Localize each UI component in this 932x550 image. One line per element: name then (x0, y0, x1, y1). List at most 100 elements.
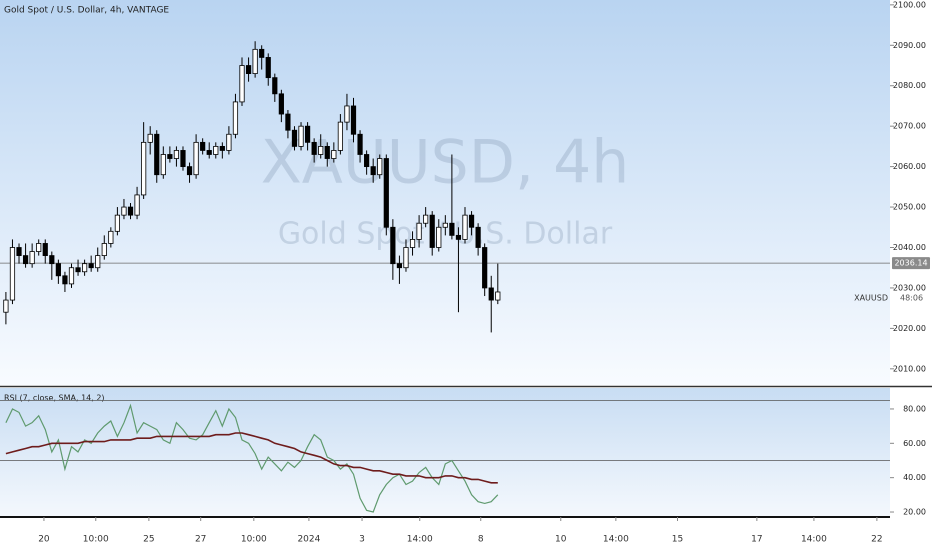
candle-body (9, 247, 16, 301)
candle-body (304, 125, 311, 143)
candle-body (291, 129, 298, 147)
candle-body (232, 101, 239, 135)
candle-body (449, 222, 455, 236)
candle-body (455, 234, 462, 240)
candle-body (95, 255, 101, 269)
candle-body (298, 125, 304, 147)
candle-body (324, 145, 330, 159)
x-tick-label: 27 (195, 535, 206, 545)
candle-body (160, 154, 166, 176)
candle-body (36, 243, 42, 252)
y-tick-label: 2080.00 (893, 81, 926, 90)
candle-body (429, 214, 435, 248)
y-tick-label: 2100.00 (893, 0, 926, 9)
candle-body (173, 150, 180, 159)
x-tick-label: 14:00 (801, 535, 827, 545)
indicator-title: RSI (7, close, SMA, 14, 2) (4, 394, 105, 403)
candle-body (186, 166, 193, 176)
candle-body (462, 214, 468, 240)
candle-body (22, 255, 29, 265)
last-price-badge (892, 257, 930, 270)
x-tick-label: 3 (359, 535, 365, 545)
candle-body (409, 239, 416, 248)
x-tick-label: 10:00 (241, 535, 267, 545)
candle-body (423, 214, 429, 224)
candle-body (42, 243, 48, 256)
candle-body (68, 267, 75, 285)
candle-body (219, 145, 225, 151)
candle-body (180, 150, 186, 168)
candle-body (206, 150, 212, 155)
candle-body (475, 226, 481, 248)
candle-body (101, 243, 107, 256)
x-tick-label: 2024 (297, 535, 320, 545)
candle-body (127, 206, 134, 216)
x-tick-label: 25 (143, 535, 154, 545)
price-pane (0, 0, 890, 385)
candle-body (49, 255, 55, 265)
candle-body (154, 133, 160, 176)
x-tick-label: 20 (38, 535, 50, 545)
x-tick-label: 14:00 (603, 535, 629, 545)
candle-body (213, 145, 219, 155)
candle-body (331, 150, 337, 159)
candle-body (134, 194, 140, 216)
y-tick-label: 20.00 (903, 508, 926, 517)
candle-body (495, 291, 501, 301)
candle-body (436, 226, 442, 248)
y-tick-label: 2050.00 (893, 203, 926, 212)
candle-body (337, 121, 343, 151)
candle-body (318, 145, 324, 155)
y-tick-label: 2010.00 (893, 364, 926, 373)
candle-body (121, 206, 127, 216)
rsi-pane (0, 388, 890, 517)
candle-body (468, 214, 475, 228)
candle-body (245, 65, 252, 75)
y-tick-label: 2030.00 (893, 283, 926, 292)
candle-body (82, 263, 88, 273)
candle-body (488, 287, 494, 301)
candle-body (141, 141, 147, 196)
symbol-label: XAUUSD (854, 294, 888, 303)
y-tick-label: 2020.00 (893, 324, 926, 333)
candle-body (344, 105, 350, 123)
candle-body (390, 226, 396, 265)
candle-body (16, 247, 22, 256)
candle-body (357, 133, 363, 155)
countdown-label: 48:06 (900, 294, 923, 303)
y-tick-label: 80.00 (903, 404, 926, 413)
candle-body (239, 65, 245, 103)
last-price-label: 2036.14 (894, 259, 927, 268)
y-tick-label: 2040.00 (893, 243, 926, 252)
watermark: XAUUSD, 4h (261, 128, 630, 198)
x-tick-label: 22 (871, 535, 882, 545)
y-tick-label: 2070.00 (893, 122, 926, 131)
candle-body (88, 263, 94, 269)
candle-body (482, 247, 488, 289)
y-tick-label: 40.00 (903, 473, 926, 482)
x-tick-label: 10 (555, 535, 567, 545)
candle-body (272, 77, 278, 95)
rsi-line (5, 432, 498, 484)
candle-body (75, 267, 81, 273)
x-tick-label: 10:00 (83, 535, 109, 545)
y-tick-label: 2090.00 (893, 41, 926, 50)
y-tick-label: 2060.00 (893, 162, 926, 171)
chart-title: Gold Spot / U.S. Dollar, 4h, VANTAGE (4, 6, 169, 16)
x-tick-label: 15 (672, 535, 683, 545)
candle-body (147, 133, 153, 143)
y-tick-label: 60.00 (903, 439, 926, 448)
x-tick-label: 17 (751, 535, 762, 545)
candle-body (55, 263, 61, 277)
candle-body (311, 141, 317, 155)
candle-body (383, 158, 389, 228)
candle-body (62, 275, 68, 285)
x-tick-label: 8 (478, 535, 484, 545)
candle-body (3, 299, 9, 313)
candle-body (350, 105, 357, 135)
candle-body (442, 222, 448, 228)
candle-body (108, 230, 114, 244)
candle-body (403, 247, 409, 269)
candle-body (416, 222, 422, 240)
